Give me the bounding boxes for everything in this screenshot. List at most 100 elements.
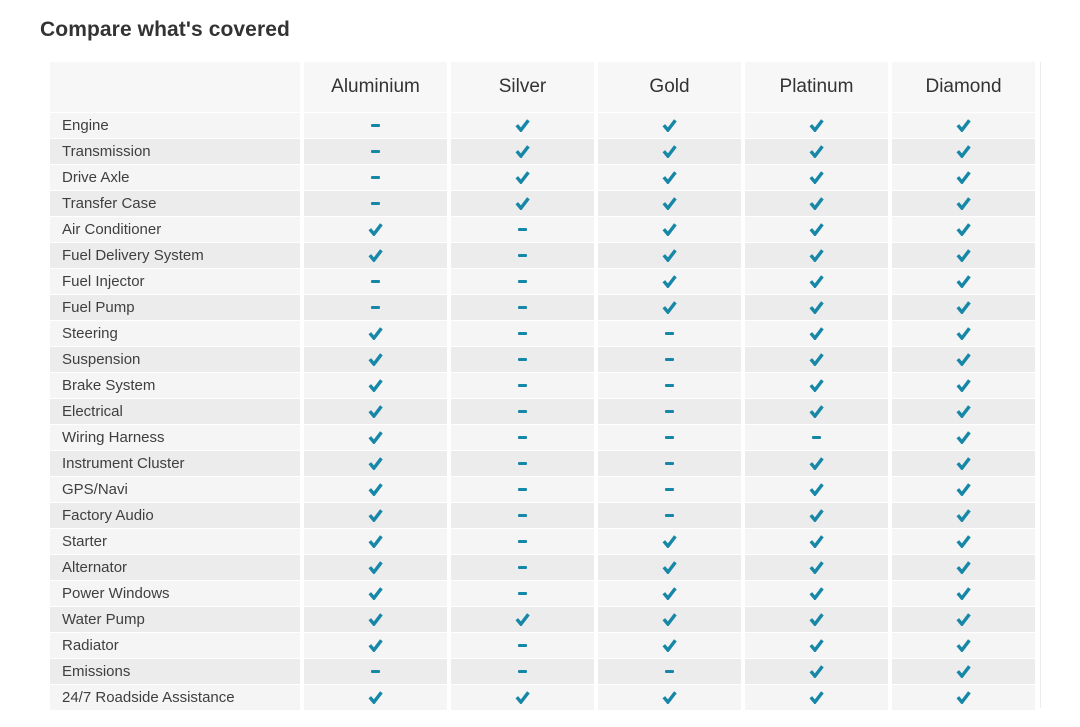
check-icon: [745, 633, 888, 658]
dash-icon: [451, 269, 594, 294]
check-icon: [892, 633, 1035, 658]
table-row: Steering: [50, 321, 1035, 346]
table-row: Fuel Injector: [50, 269, 1035, 294]
dash-icon: [598, 399, 741, 424]
check-icon: [745, 399, 888, 424]
check-icon: [892, 373, 1035, 398]
row-label: Drive Axle: [50, 165, 300, 190]
check-icon: [304, 503, 447, 528]
check-icon: [451, 139, 594, 164]
row-label: Water Pump: [50, 607, 300, 632]
row-label: Engine: [50, 113, 300, 138]
header-empty-cell: [50, 62, 300, 112]
check-icon: [304, 347, 447, 372]
dash-icon: [451, 399, 594, 424]
dash-icon: [451, 243, 594, 268]
check-icon: [892, 139, 1035, 164]
check-icon: [892, 399, 1035, 424]
dash-icon: [598, 425, 741, 450]
table-row: Suspension: [50, 347, 1035, 372]
page: Compare what's covered Aluminium Silver Go…: [40, 18, 1041, 710]
check-icon: [304, 321, 447, 346]
check-icon: [451, 685, 594, 710]
plan-header-platinum: Platinum: [745, 62, 888, 112]
table-header-row: Aluminium Silver Gold Platinum Diamond: [50, 62, 1035, 112]
dash-icon: [304, 659, 447, 684]
dash-icon: [451, 633, 594, 658]
check-icon: [892, 217, 1035, 242]
check-icon: [745, 269, 888, 294]
table-row: Alternator: [50, 555, 1035, 580]
dash-icon: [451, 503, 594, 528]
dash-icon: [598, 347, 741, 372]
plan-header-diamond: Diamond: [892, 62, 1035, 112]
check-icon: [451, 165, 594, 190]
dash-icon: [451, 477, 594, 502]
check-icon: [451, 113, 594, 138]
check-icon: [892, 243, 1035, 268]
row-label: Electrical: [50, 399, 300, 424]
row-label: Air Conditioner: [50, 217, 300, 242]
dash-icon: [451, 451, 594, 476]
check-icon: [892, 607, 1035, 632]
check-icon: [598, 529, 741, 554]
check-icon: [892, 165, 1035, 190]
dash-icon: [598, 477, 741, 502]
check-icon: [598, 217, 741, 242]
dash-icon: [304, 165, 447, 190]
check-icon: [598, 295, 741, 320]
row-label: Suspension: [50, 347, 300, 372]
dash-icon: [598, 373, 741, 398]
table-row: Instrument Cluster: [50, 451, 1035, 476]
check-icon: [304, 373, 447, 398]
row-label: Starter: [50, 529, 300, 554]
check-icon: [598, 555, 741, 580]
row-label: Factory Audio: [50, 503, 300, 528]
check-icon: [304, 529, 447, 554]
check-icon: [304, 425, 447, 450]
check-icon: [745, 165, 888, 190]
check-icon: [598, 607, 741, 632]
check-icon: [598, 685, 741, 710]
table-row: GPS/Navi: [50, 477, 1035, 502]
table-row: Factory Audio: [50, 503, 1035, 528]
table-row: Transmission: [50, 139, 1035, 164]
check-icon: [745, 607, 888, 632]
row-label: 24/7 Roadside Assistance: [50, 685, 300, 710]
check-icon: [892, 477, 1035, 502]
table-row: Fuel Pump: [50, 295, 1035, 320]
table-row: 24/7 Roadside Assistance: [50, 685, 1035, 710]
check-icon: [745, 659, 888, 684]
dash-icon: [451, 373, 594, 398]
check-icon: [892, 295, 1035, 320]
row-label: Alternator: [50, 555, 300, 580]
dash-icon: [451, 659, 594, 684]
check-icon: [304, 477, 447, 502]
check-icon: [745, 373, 888, 398]
dash-icon: [451, 217, 594, 242]
dash-icon: [598, 503, 741, 528]
check-icon: [451, 607, 594, 632]
coverage-table: Aluminium Silver Gold Platinum Diamond Engin…: [50, 62, 1041, 710]
dash-icon: [451, 529, 594, 554]
dash-icon: [304, 139, 447, 164]
check-icon: [892, 659, 1035, 684]
dash-icon: [745, 425, 888, 450]
row-label: Brake System: [50, 373, 300, 398]
table-row: Fuel Delivery System: [50, 243, 1035, 268]
dash-icon: [598, 659, 741, 684]
check-icon: [598, 165, 741, 190]
check-icon: [892, 321, 1035, 346]
check-icon: [745, 503, 888, 528]
row-label: Radiator: [50, 633, 300, 658]
dash-icon: [451, 295, 594, 320]
check-icon: [598, 581, 741, 606]
check-icon: [892, 685, 1035, 710]
check-icon: [892, 529, 1035, 554]
table-row: Emissions: [50, 659, 1035, 684]
row-label: Power Windows: [50, 581, 300, 606]
table-row: Engine: [50, 113, 1035, 138]
dash-icon: [451, 347, 594, 372]
row-label: Transmission: [50, 139, 300, 164]
row-label: Fuel Delivery System: [50, 243, 300, 268]
